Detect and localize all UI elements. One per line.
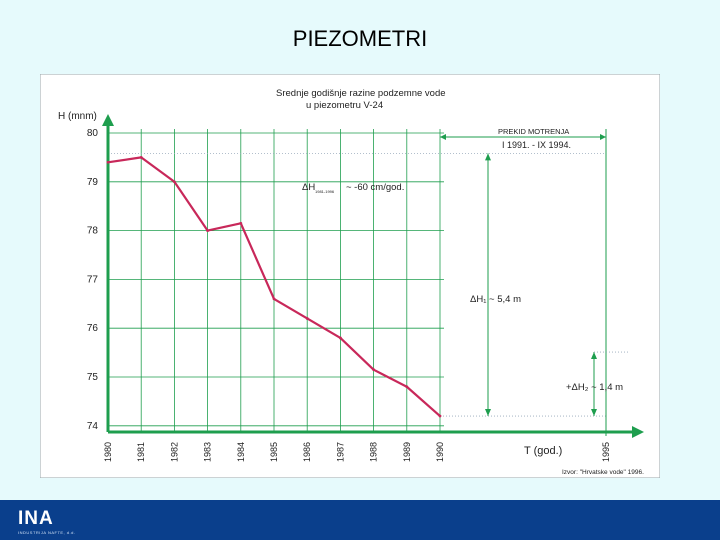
data-point (438, 414, 442, 418)
series-layer (106, 156, 442, 418)
period-label: PREKID MOTRENJA (498, 127, 569, 136)
data-point (339, 336, 342, 340)
data-point (106, 160, 110, 164)
data-point (139, 156, 143, 159)
x-axis-label: T (god.) (524, 445, 562, 457)
delta-h2-arrow-bottom (591, 409, 597, 417)
period-arrow-right-head (600, 134, 606, 140)
piezometer-line-chart: 80 79 78 77 76 75 74 1980 1981 1982 1983 1984 1985 19… (39, 73, 661, 479)
x-tick-label: 1987 (335, 442, 345, 462)
x-tick-label: 1995 (601, 442, 611, 462)
delta-h2-label: +ΔH₂ ~ 1,4 m (566, 382, 623, 393)
y-axis-arrow (102, 114, 114, 126)
x-tick-label: 1986 (302, 442, 312, 462)
delta-h1-arrow-bottom (485, 409, 491, 417)
axis-layer (102, 114, 644, 438)
ina-logo: INA (18, 508, 54, 529)
x-tick-label: 1981 (136, 442, 146, 462)
data-point (372, 368, 375, 372)
y-tick-label: 76 (87, 323, 99, 334)
data-point (305, 317, 309, 320)
x-tick-label: 1985 (269, 442, 279, 462)
y-tick-label: 80 (87, 128, 99, 139)
chart-panel: 80 79 78 77 76 75 74 1980 1981 1982 1983 1984 1985 19… (39, 73, 661, 479)
delta-h1-label: ΔH₁ ~ 5,4 m (470, 294, 521, 305)
label-layer: 80 79 78 77 76 75 74 1980 1981 1982 1983 1984 1985 19… (58, 88, 611, 462)
x-tick-label: 1980 (103, 442, 113, 462)
x-tick-label: 1988 (369, 442, 379, 462)
chart-subtitle: u piezometru V-24 (306, 100, 383, 111)
y-tick-label: 75 (87, 372, 99, 383)
x-axis-arrow (632, 426, 644, 438)
trend-annotation-prefix: ΔH (302, 182, 315, 193)
data-point (239, 221, 243, 225)
annotation-layer: ΔH 1981-1996 ~ -60 cm/god. PREKID MOTRENJA I… (302, 127, 644, 476)
source-note: Izvor: "Hrvatske vode" 1996. (562, 469, 644, 476)
delta-h2-arrow-top (591, 352, 597, 360)
data-point (206, 229, 210, 233)
x-tick-label: 1982 (169, 442, 179, 462)
y-axis-label: H (mnm) (58, 111, 97, 122)
y-tick-label: 79 (87, 177, 99, 188)
slide-title: PIEZOMETRI (292, 26, 428, 51)
period-range: I 1991. - IX 1994. (502, 140, 571, 150)
data-point (173, 180, 176, 184)
trend-annotation-value: ~ -60 cm/god. (346, 182, 404, 193)
y-tick-label: 74 (87, 421, 99, 432)
x-tick-label: 1990 (435, 442, 445, 462)
y-tick-label: 77 (87, 274, 99, 285)
ina-logo-subtext: INDUSTRIJA NAFTE, d.d. (18, 530, 76, 535)
data-point (405, 385, 409, 389)
delta-h1-arrow-top (485, 153, 491, 161)
footer-bar: INA INDUSTRIJA NAFTE, d.d. (0, 500, 720, 540)
x-tick-label: 1983 (203, 442, 213, 462)
plot-background (39, 73, 661, 479)
x-tick-label: 1984 (236, 442, 246, 462)
x-tick-label: 1989 (402, 442, 412, 462)
y-tick-label: 78 (87, 226, 99, 237)
data-point (272, 297, 276, 301)
trend-annotation-subscript: 1981-1996 (315, 189, 335, 194)
period-arrow-left-head (440, 134, 446, 140)
chart-title: Srednje godišnje razine podzemne vode (276, 88, 446, 99)
